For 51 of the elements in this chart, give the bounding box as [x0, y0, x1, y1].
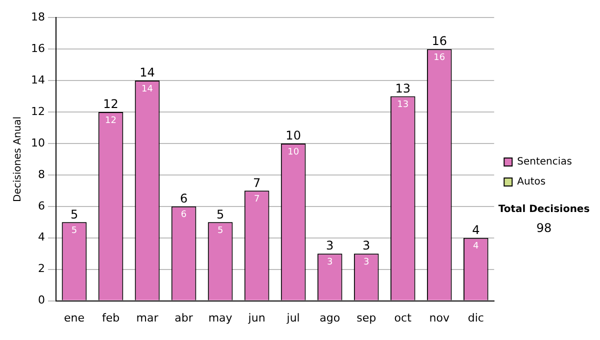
y-tick-label: 6: [38, 199, 45, 212]
x-tick-label: may: [208, 311, 233, 324]
total-label: 12: [103, 97, 118, 112]
total-label: 10: [286, 128, 301, 143]
text: 98: [535, 221, 553, 235]
data-label: 5: [217, 226, 224, 236]
total-label: 6: [180, 192, 188, 206]
data-label: 3: [326, 257, 333, 268]
total-label: 14: [140, 66, 155, 80]
y-tick-label: 14: [30, 73, 45, 86]
data-label: 16: [434, 52, 446, 63]
x-tick-label: mar: [136, 311, 159, 324]
x-tick-label: ene: [64, 311, 85, 324]
total-label: 16: [432, 34, 448, 48]
y-tick-label: 0: [38, 294, 45, 307]
total-label: 4: [472, 222, 480, 237]
total-label: 13: [395, 81, 410, 96]
x-tick-label: ago: [320, 311, 340, 324]
x-tick-label: dic: [468, 311, 484, 324]
y-tick-label: 10: [30, 136, 45, 150]
y-tick-label: 8: [38, 168, 45, 181]
total-label: 7: [252, 176, 261, 190]
x-tick-label: jul: [286, 311, 300, 324]
y-tick-label: 18: [30, 10, 45, 24]
x-tick-label: oct: [394, 311, 412, 324]
y-axis-title: Decisiones Anual: [12, 116, 24, 202]
text: Total Decisiones: [497, 204, 591, 215]
data-label: 13: [397, 100, 409, 110]
total-label: 3: [326, 238, 334, 253]
total-label: 5: [216, 207, 224, 222]
x-tick-label: abr: [174, 311, 194, 324]
y-tick-label: 2: [38, 262, 45, 276]
data-label: 7: [254, 194, 260, 205]
data-label: 5: [71, 226, 78, 236]
data-label: 4: [473, 242, 480, 252]
data-label: 12: [105, 116, 116, 126]
x-tick-label: feb: [102, 311, 120, 324]
data-label: 10: [288, 147, 300, 158]
x-tick-label: sep: [356, 311, 376, 324]
y-tick-label: 16: [30, 42, 45, 55]
legend-label: Sentencias: [517, 156, 572, 168]
data-label: 3: [363, 257, 370, 268]
x-tick-label: nov: [429, 311, 450, 324]
legend-label: Autos: [517, 176, 546, 188]
data-label: 14: [142, 84, 154, 94]
data-label: 6: [180, 210, 187, 220]
total-label: 3: [362, 238, 370, 253]
x-tick-label: jun: [247, 311, 266, 324]
total-label: 5: [70, 207, 78, 222]
y-tick-label: 4: [38, 230, 45, 244]
y-tick-label: 12: [30, 104, 45, 118]
